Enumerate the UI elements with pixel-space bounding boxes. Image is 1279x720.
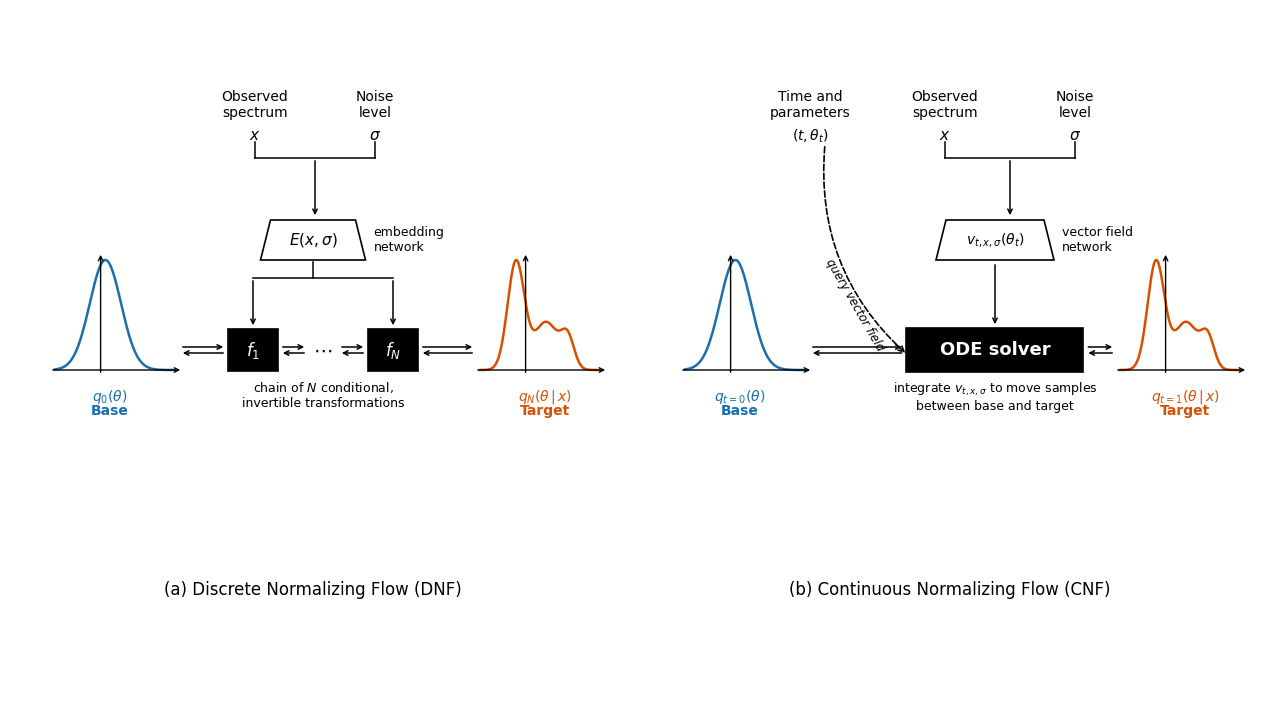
Text: $\sigma$: $\sigma$ xyxy=(1069,128,1081,143)
Text: chain of $N$ conditional,
invertible transformations: chain of $N$ conditional, invertible tra… xyxy=(242,380,404,410)
Text: Time and
parameters: Time and parameters xyxy=(770,90,851,120)
Text: Noise
level: Noise level xyxy=(356,90,394,120)
Text: $v_{t,x,\sigma}(\theta_t)$: $v_{t,x,\sigma}(\theta_t)$ xyxy=(966,231,1024,249)
Text: Observed
spectrum: Observed spectrum xyxy=(912,90,978,120)
Polygon shape xyxy=(261,220,366,260)
Text: $q_{t=0}(\theta)$: $q_{t=0}(\theta)$ xyxy=(715,388,766,406)
Text: $q_{t=1}(\theta\,|\,x)$: $q_{t=1}(\theta\,|\,x)$ xyxy=(1151,388,1219,406)
Text: Observed
spectrum: Observed spectrum xyxy=(221,90,288,120)
Text: $q_0(\theta)$: $q_0(\theta)$ xyxy=(92,388,128,406)
Text: Target: Target xyxy=(1160,404,1210,418)
FancyBboxPatch shape xyxy=(368,329,418,371)
Text: $\cdots$: $\cdots$ xyxy=(313,341,333,359)
Text: integrate $v_{t,x,\sigma}$ to move samples
between base and target: integrate $v_{t,x,\sigma}$ to move sampl… xyxy=(893,381,1097,413)
Text: (a) Discrete Normalizing Flow (DNF): (a) Discrete Normalizing Flow (DNF) xyxy=(164,581,462,599)
Text: embedding
network: embedding network xyxy=(373,226,444,254)
Text: Base: Base xyxy=(721,404,758,418)
Text: $f_N$: $f_N$ xyxy=(385,340,402,361)
Text: query vector field: query vector field xyxy=(824,256,886,354)
Text: ODE solver: ODE solver xyxy=(940,341,1050,359)
Text: (b) Continuous Normalizing Flow (CNF): (b) Continuous Normalizing Flow (CNF) xyxy=(789,581,1110,599)
Text: $f_1$: $f_1$ xyxy=(246,340,260,361)
FancyBboxPatch shape xyxy=(907,328,1083,372)
FancyBboxPatch shape xyxy=(228,329,278,371)
Text: Noise
level: Noise level xyxy=(1055,90,1095,120)
Text: $E(x,\sigma)$: $E(x,\sigma)$ xyxy=(289,231,338,249)
Polygon shape xyxy=(936,220,1054,260)
Text: $x$: $x$ xyxy=(939,128,950,143)
Text: Target: Target xyxy=(519,404,570,418)
Text: $(t, \theta_t)$: $(t, \theta_t)$ xyxy=(792,128,829,145)
Text: vector field
network: vector field network xyxy=(1062,226,1133,254)
Text: $q_N(\theta\,|\,x)$: $q_N(\theta\,|\,x)$ xyxy=(518,388,572,406)
Text: Base: Base xyxy=(91,404,129,418)
Text: $x$: $x$ xyxy=(249,128,261,143)
Text: $\sigma$: $\sigma$ xyxy=(368,128,381,143)
